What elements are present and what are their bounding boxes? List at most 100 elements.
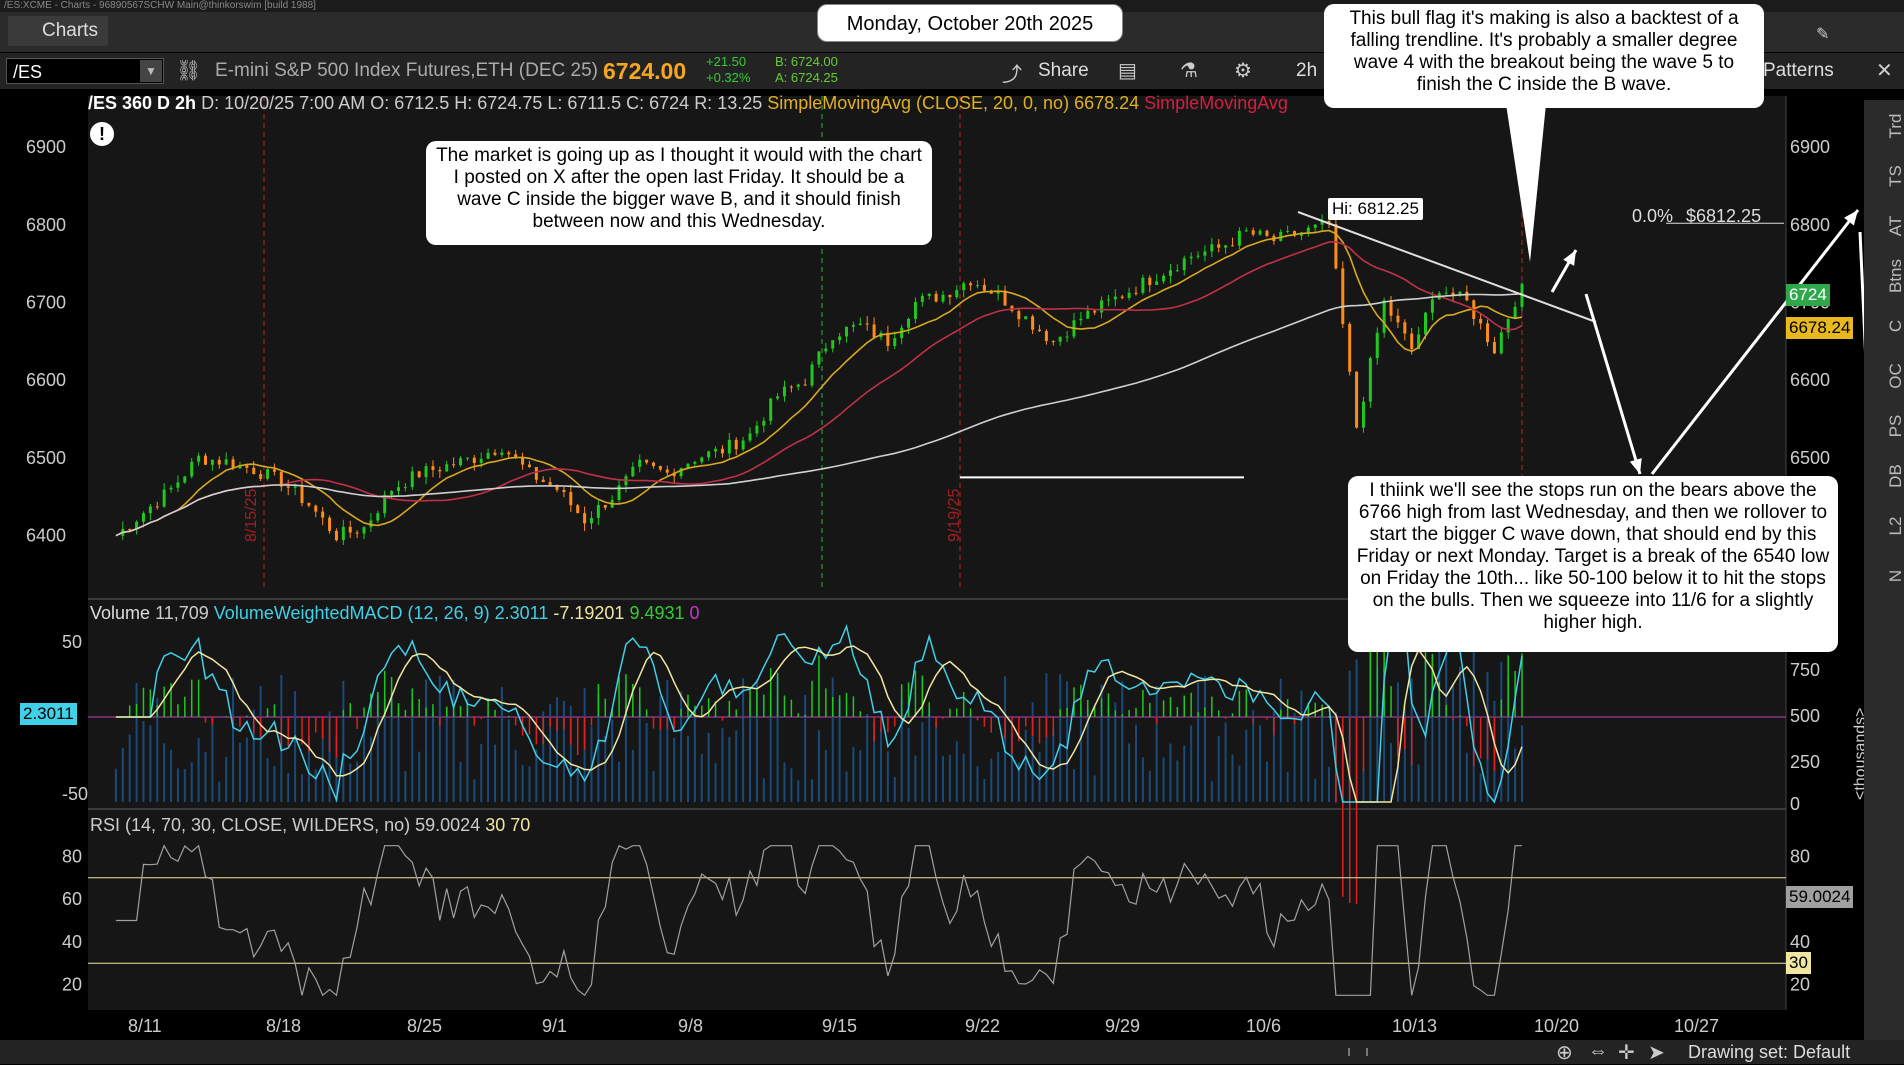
candle-body	[1224, 245, 1228, 248]
candle-body	[1389, 300, 1393, 316]
zoom-icon[interactable]: ⊕	[1556, 1042, 1573, 1064]
candle-body	[1513, 306, 1517, 320]
pin-icon[interactable]: ✎	[1816, 26, 1830, 43]
candle-body	[789, 386, 793, 388]
candle-body	[541, 479, 545, 483]
right-tab-ts[interactable]: TS	[1886, 165, 1904, 187]
right-tab-c[interactable]: C	[1886, 319, 1904, 333]
right-tab-at[interactable]: AT	[1886, 215, 1904, 237]
candle-body	[396, 487, 400, 492]
falling-trendline	[1297, 211, 1597, 323]
patterns-button[interactable]: Patterns	[1763, 60, 1834, 81]
rsi-tick-left: 60	[62, 889, 82, 909]
candle-body	[328, 517, 332, 531]
candle-body	[727, 439, 731, 454]
studies-icon[interactable]: ▤	[1118, 60, 1137, 82]
candle-body	[707, 451, 711, 458]
symbol-input[interactable]: /ES	[6, 58, 164, 84]
candle-body	[872, 324, 876, 338]
candle-body	[548, 482, 552, 486]
candle-body	[507, 452, 511, 455]
interval-selector[interactable]: 2h	[1296, 60, 1318, 81]
candle-body	[521, 457, 525, 465]
drawing-set-selector[interactable]: Drawing set: Default	[1688, 1042, 1851, 1062]
cursor-icon[interactable]: ➤	[1648, 1042, 1665, 1064]
candle-body	[1244, 230, 1248, 232]
candle-body	[1403, 322, 1407, 334]
candle-body	[1251, 230, 1255, 235]
candle-body	[969, 283, 973, 286]
gear-icon[interactable]: ⚙	[1234, 60, 1252, 82]
x-tick: 10/6	[1246, 1016, 1281, 1036]
right-tab-db[interactable]: DB	[1886, 464, 1904, 488]
candle-body	[286, 486, 290, 488]
flask-icon[interactable]: ⚗	[1180, 60, 1198, 82]
candle-body	[1348, 323, 1352, 372]
candle-body	[1079, 318, 1083, 321]
instrument-name: E-mini S&P 500 Index Futures,ETH (DEC 25…	[215, 60, 598, 81]
candle-body	[272, 469, 276, 472]
fib-value: $6812.25	[1686, 206, 1762, 226]
candle-body	[1306, 227, 1310, 233]
close-icon[interactable]: ✕	[1876, 60, 1893, 82]
bottom-bar	[0, 1040, 1904, 1064]
candle-body	[348, 526, 352, 533]
link-icon[interactable]: ⛓	[176, 60, 202, 82]
chevron-down-icon[interactable]: ▼	[140, 60, 162, 82]
candle-body	[1210, 244, 1214, 252]
x-tick: 9/15	[822, 1016, 857, 1036]
candle-body	[1113, 296, 1117, 300]
candle-body	[1017, 311, 1021, 320]
candle-body	[431, 466, 435, 470]
tab-charts[interactable]: Charts	[8, 16, 108, 46]
right-tab-btns[interactable]: Btns	[1886, 258, 1904, 294]
candle-body	[886, 332, 890, 346]
y-tick-right: 6900	[1790, 137, 1830, 157]
macd-tag: 2.3011	[20, 703, 77, 725]
candle-body	[1134, 292, 1138, 294]
scrollbar-handle[interactable]	[1348, 1048, 1368, 1056]
candle-body	[162, 489, 166, 507]
candle-body	[514, 454, 518, 458]
candle-body	[1486, 323, 1490, 343]
chart-info-bar: /ES 360 D 2h D: 10/20/25 7:00 AM O: 6712…	[88, 91, 1788, 115]
candle-body	[1031, 316, 1035, 330]
candle-body	[534, 467, 538, 480]
note-top-tail	[1506, 104, 1546, 262]
x-tick: 9/1	[542, 1016, 567, 1036]
price-change: +21.50 +0.32%	[706, 54, 750, 86]
right-tab-oc[interactable]: OC	[1886, 363, 1904, 389]
crosshair-icon[interactable]: ✛	[1618, 1042, 1635, 1064]
candle-body	[679, 468, 683, 477]
macd-label: VolumeWeightedMACD (12, 26, 9)	[213, 603, 490, 623]
right-tab-l2[interactable]: L2	[1886, 516, 1904, 536]
arrow-down	[1584, 293, 1642, 475]
candle-body	[893, 338, 897, 346]
volume-tick: 250	[1790, 752, 1820, 772]
bid-value: B: 6724.00	[775, 54, 838, 69]
candle-body	[769, 398, 773, 421]
candle-body	[1044, 331, 1048, 341]
right-tab-trd[interactable]: Trd	[1886, 113, 1904, 139]
candle-body	[1196, 255, 1200, 257]
note-right: I thiink we'll see the stops run on the …	[1348, 476, 1838, 652]
candle-body	[197, 455, 201, 462]
y-tick-right: 6500	[1790, 448, 1830, 468]
candle-body	[410, 471, 414, 488]
share-button[interactable]: Share	[1038, 60, 1089, 81]
right-tab-ps[interactable]: PS	[1886, 414, 1904, 438]
right-tab-n[interactable]: N	[1886, 569, 1904, 583]
candle-body	[1258, 230, 1262, 235]
last-price: 6724.00	[603, 58, 687, 84]
volume-label: Volume	[90, 603, 151, 623]
candle-body	[1038, 329, 1042, 332]
hi-label: Hi: 6812.25	[1328, 198, 1423, 220]
candle-body	[321, 511, 325, 518]
date-note: Monday, October 20th 2025	[817, 4, 1123, 42]
alert-icon[interactable]: !	[90, 122, 114, 146]
candle-body	[1217, 244, 1221, 248]
candle-body	[1465, 291, 1469, 301]
rsi-30-tag: 30	[1786, 952, 1811, 974]
pan-icon[interactable]: ⇔	[1588, 1040, 1608, 1062]
